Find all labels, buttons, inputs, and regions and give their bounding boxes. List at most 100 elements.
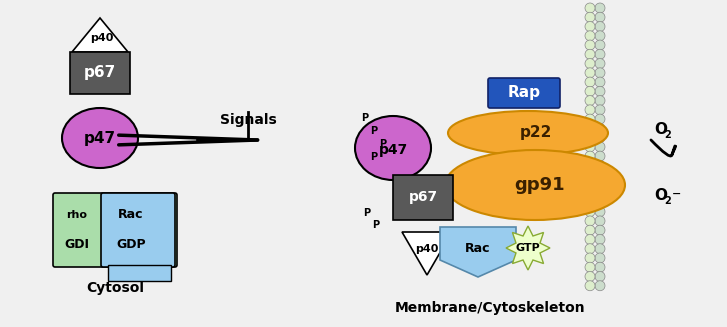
Circle shape [595, 253, 605, 263]
Ellipse shape [62, 108, 138, 168]
Circle shape [595, 142, 605, 152]
Circle shape [595, 77, 605, 87]
FancyBboxPatch shape [101, 193, 175, 267]
Circle shape [585, 151, 595, 161]
Circle shape [585, 40, 595, 50]
Text: Membrane/Cytoskeleton: Membrane/Cytoskeleton [395, 301, 585, 315]
Ellipse shape [448, 111, 608, 155]
Text: p67: p67 [409, 191, 438, 204]
Circle shape [595, 234, 605, 245]
FancyBboxPatch shape [53, 193, 177, 267]
Circle shape [595, 3, 605, 13]
Circle shape [585, 114, 595, 124]
Circle shape [585, 22, 595, 31]
Text: 2: 2 [664, 196, 671, 206]
Circle shape [595, 31, 605, 41]
Circle shape [595, 216, 605, 226]
Polygon shape [402, 232, 452, 275]
Ellipse shape [445, 150, 625, 220]
Circle shape [595, 225, 605, 235]
Circle shape [595, 86, 605, 96]
Circle shape [585, 105, 595, 115]
Text: p40: p40 [415, 244, 438, 253]
Polygon shape [506, 226, 550, 270]
Text: O: O [654, 123, 667, 137]
Circle shape [595, 59, 605, 69]
Text: Cytosol: Cytosol [86, 281, 144, 295]
Circle shape [585, 188, 595, 198]
Polygon shape [72, 18, 128, 52]
Circle shape [585, 133, 595, 143]
Circle shape [595, 114, 605, 124]
Circle shape [585, 198, 595, 207]
Circle shape [595, 271, 605, 282]
FancyBboxPatch shape [70, 52, 130, 94]
Circle shape [595, 262, 605, 272]
Circle shape [595, 12, 605, 22]
Text: P: P [371, 152, 377, 162]
Ellipse shape [355, 116, 431, 180]
Circle shape [585, 170, 595, 180]
Circle shape [585, 207, 595, 217]
Circle shape [585, 216, 595, 226]
Circle shape [595, 133, 605, 143]
Circle shape [585, 59, 595, 69]
Circle shape [585, 244, 595, 254]
Text: O: O [654, 188, 667, 203]
Circle shape [595, 160, 605, 170]
Circle shape [585, 271, 595, 282]
Text: P: P [379, 139, 387, 149]
Circle shape [585, 3, 595, 13]
Text: p22: p22 [520, 126, 553, 141]
Text: gp91: gp91 [515, 176, 566, 194]
Circle shape [595, 151, 605, 161]
Circle shape [595, 95, 605, 106]
Circle shape [595, 68, 605, 78]
Circle shape [585, 86, 595, 96]
Circle shape [595, 170, 605, 180]
Text: Rac: Rac [465, 242, 491, 254]
Text: p67: p67 [84, 65, 116, 80]
Circle shape [585, 12, 595, 22]
Text: P: P [361, 113, 369, 123]
Circle shape [585, 142, 595, 152]
Circle shape [585, 179, 595, 189]
Circle shape [595, 207, 605, 217]
FancyBboxPatch shape [393, 175, 453, 220]
Circle shape [585, 225, 595, 235]
Circle shape [595, 49, 605, 59]
Circle shape [585, 31, 595, 41]
Circle shape [585, 77, 595, 87]
Circle shape [595, 281, 605, 291]
Circle shape [595, 198, 605, 207]
Text: 2: 2 [664, 130, 671, 140]
Text: P: P [371, 126, 377, 136]
Circle shape [585, 49, 595, 59]
Circle shape [595, 105, 605, 115]
Circle shape [585, 123, 595, 133]
Circle shape [595, 179, 605, 189]
Text: P: P [364, 208, 371, 218]
Text: p47: p47 [84, 130, 116, 146]
Polygon shape [108, 265, 171, 281]
Text: Rac: Rac [119, 209, 144, 221]
FancyArrowPatch shape [651, 140, 675, 156]
Text: p40: p40 [90, 33, 113, 43]
Circle shape [585, 253, 595, 263]
Circle shape [585, 281, 595, 291]
Circle shape [595, 40, 605, 50]
Text: −: − [672, 189, 681, 199]
Text: Signals: Signals [220, 113, 276, 127]
Circle shape [595, 188, 605, 198]
Circle shape [585, 95, 595, 106]
Text: GTP: GTP [515, 243, 540, 253]
Text: GDP: GDP [116, 238, 146, 251]
Circle shape [585, 262, 595, 272]
FancyBboxPatch shape [488, 78, 560, 108]
Text: p47: p47 [378, 143, 408, 157]
Circle shape [585, 234, 595, 245]
Text: GDI: GDI [65, 238, 89, 251]
Circle shape [585, 68, 595, 78]
Circle shape [595, 123, 605, 133]
Circle shape [595, 22, 605, 31]
